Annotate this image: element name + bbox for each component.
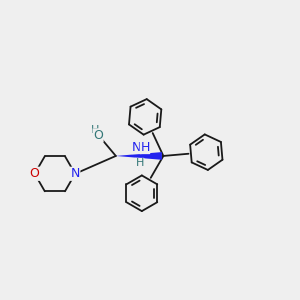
Text: H: H: [135, 158, 144, 168]
Text: H: H: [140, 140, 150, 154]
Text: H: H: [91, 125, 99, 135]
Text: O: O: [93, 129, 103, 142]
Text: N: N: [70, 167, 80, 180]
Polygon shape: [116, 152, 162, 160]
Text: O: O: [30, 167, 40, 180]
Text: N: N: [132, 140, 141, 154]
